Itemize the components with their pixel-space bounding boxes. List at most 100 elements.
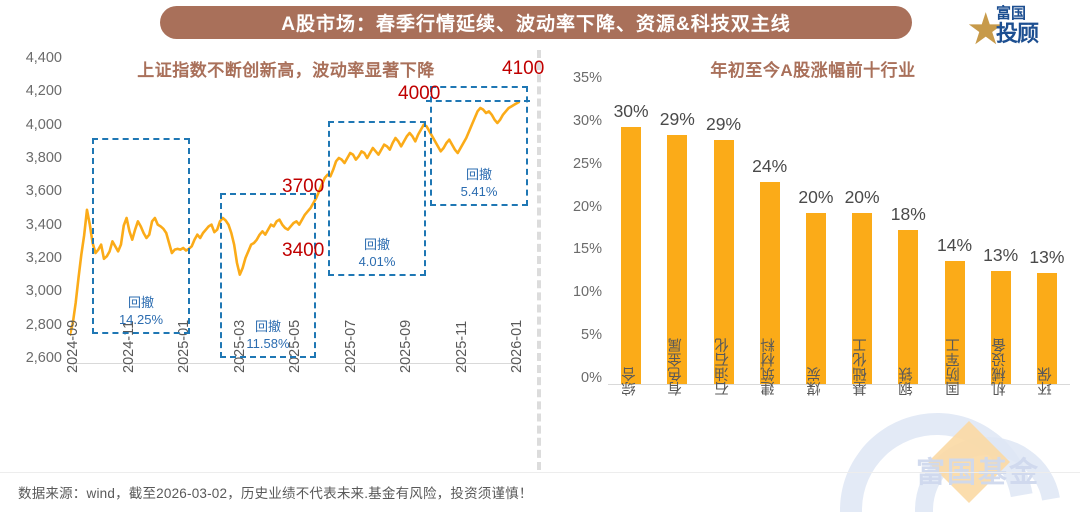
bar-chart-y-tick: 25% [572,155,602,172]
level-label-4000: 4000 [398,83,441,104]
retracement-box-3: 回撤 4.01% [328,121,426,276]
line-chart-y-tick: 4,000 [25,116,62,133]
bar-chart-x-tick-mark [815,384,817,390]
header-banner: A股市场：春季行情延续、波动率下降、资源&科技双主线 [160,6,912,39]
bar-chart-x-tick-label: 建筑材料 [760,338,777,396]
retracement-value: 5.41% [460,184,498,199]
bar-chart-x-tick-mark [1046,384,1048,390]
retracement-value: 14.25% [118,312,164,327]
bar-chart-x-tick-mark [1000,384,1002,390]
line-chart-x-tick-label: 2025-07 [342,319,359,373]
bar-chart-data-label: 13% [1029,246,1065,267]
bar-chart-data-label: 18% [890,203,926,224]
bar-chart-x-tick-label: 国防军工 [945,338,962,396]
bar-chart-bar [852,212,873,384]
line-chart-svg [70,100,520,336]
retracement-title: 回撤 [363,237,390,252]
line-chart-y-tick: 4,400 [25,50,62,66]
retracement-value: 11.58% [246,336,290,351]
line-chart-x-tick-label: 2025-11 [453,320,470,373]
line-chart-y-tick: 2,800 [25,316,62,333]
bar-chart-baseline [608,384,1070,385]
brand-logo: ★ 富国 投顾 [966,3,1074,53]
star-icon: ★ [966,5,1006,54]
bar-chart-data-label: 29% [705,113,742,134]
line-chart-y-tick: 2,600 [25,350,62,366]
bar-chart-x-tick-label: 钢铁 [899,367,916,396]
bar-chart-x-tick-mark [631,384,633,390]
line-chart-x-tick-mark [517,363,518,370]
retracement-title: 回撤 [254,319,281,334]
line-chart-y-tick: 4,200 [25,83,62,100]
left-chart-title: 上证指数不断创新高，波动率显著下降 [137,61,435,80]
bar-chart-x-tick-mark [677,384,679,390]
line-chart-x-tick-mark [461,363,463,370]
bar-chart-bar [667,135,688,384]
bar-chart-x-tick-label: 综合 [622,367,639,396]
bar-chart-x-tick-mark [954,384,956,390]
bar-chart-x-tick-label: 环保 [1037,367,1054,396]
bar-chart-x-tick-label: 基础化工 [853,338,870,396]
line-chart-x-tick-label: 2025-09 [398,319,414,373]
bar-chart-y-axis: 0% 5% 10% 15% 20% 25% 30% 35% [546,70,602,408]
bar-chart-data-label: 13% [983,244,1019,265]
bar-chart-y-tick: 5% [581,327,602,344]
bar-chart-bar [944,260,965,384]
retracement-title: 回撤 [465,167,492,182]
line-chart-x-tick-mark [184,363,185,370]
bar-chart-data-label: 14% [936,234,973,255]
bar-chart-bar [805,212,826,384]
bar-chart-x-tick-label: 有色金属 [668,338,685,396]
bar-chart-y-tick: 35% [572,70,602,86]
line-chart-y-tick: 3,000 [25,283,62,300]
brand-logo-line2: 投顾 [996,21,1039,46]
retracement-title: 回撤 [127,295,154,310]
panel-divider [537,50,541,470]
bar-chart-x-tick-label: 煤炭 [806,367,823,396]
bar-chart-bar [1036,272,1057,384]
line-chart-x-tick-mark [350,363,352,370]
line-chart: 2,600 2,800 3,000 3,200 3,400 3,600 3,800 4,000… [0,48,545,478]
line-chart-y-tick: 3,200 [25,250,62,266]
brand-logo-text: 富国 投顾 [996,5,1039,46]
retracement-box-4: 回撤 5.41% [430,86,528,206]
line-chart-y-tick: 3,600 [25,183,62,200]
bar-chart-x-tick-label: 石油石化 [714,338,731,396]
bar-chart-y-tick: 0% [581,370,602,386]
bar-chart-x-tick-mark [723,384,725,390]
bar-chart-x-tick-mark [769,384,771,390]
retracement-value: 4.01% [358,254,396,269]
line-chart-x-tick-mark [406,363,407,370]
line-chart-y-tick: 3,800 [25,150,62,166]
line-chart-x-tick-label: 2026-01 [509,319,525,373]
retracement-box-1: 回撤 14.25% [92,138,190,334]
left-chart-panel: 上证指数不断创新高，波动率显著下降 2,600 2,800 3,000 3,200 3,… [0,48,545,478]
line-chart-x-tick-mark [128,363,130,370]
bar-chart-bar [759,181,780,384]
bar-chart-data-label: 24% [752,155,788,176]
line-chart-y-tick: 3,400 [25,216,62,233]
page-title: A股市场：春季行情延续、波动率下降、资源&科技双主线 [281,14,791,35]
footer-note: 数据来源：wind，截至2026-03-02，历史业绩不代表未来.基金有风险，投… [18,486,533,501]
right-chart-title: 年初至今A股涨幅前十行业 [710,61,916,80]
level-label-3700: 3700 [282,176,325,197]
bar-chart-data-label: 29% [659,109,695,130]
bar-chart-y-tick: 30% [572,112,602,129]
bar-chart-x-tick-label: 机械设备 [991,338,1008,396]
bar-chart-x-tick-mark [862,384,864,390]
bar-chart-y-tick: 20% [572,198,602,215]
right-chart-panel: 年初至今A股涨幅前十行业 0% 5% 10% 15% 20% 25% 30% 35% 30% 2… [546,48,1080,478]
level-label-3400: 3400 [282,240,325,261]
footer-divider [0,472,1080,473]
brand-logo-line1: 富国 [996,5,1027,22]
level-dash-4000 [426,100,530,102]
retracement-box-2: 回撤 11.58% [220,193,316,358]
line-chart-y-axis: 2,600 2,800 3,000 3,200 3,400 3,600 3,800 4,000… [0,48,62,368]
bar-chart-bar [621,126,642,384]
bar-chart-data-label: 30% [613,100,649,121]
bar-chart-y-tick: 15% [572,241,602,258]
bar-chart-data-label: 20% [798,186,834,207]
line-chart-x-tick-label: 2024-09 [65,319,81,373]
level-label-4100: 4100 [502,58,545,79]
bar-chart-bar [713,139,734,384]
